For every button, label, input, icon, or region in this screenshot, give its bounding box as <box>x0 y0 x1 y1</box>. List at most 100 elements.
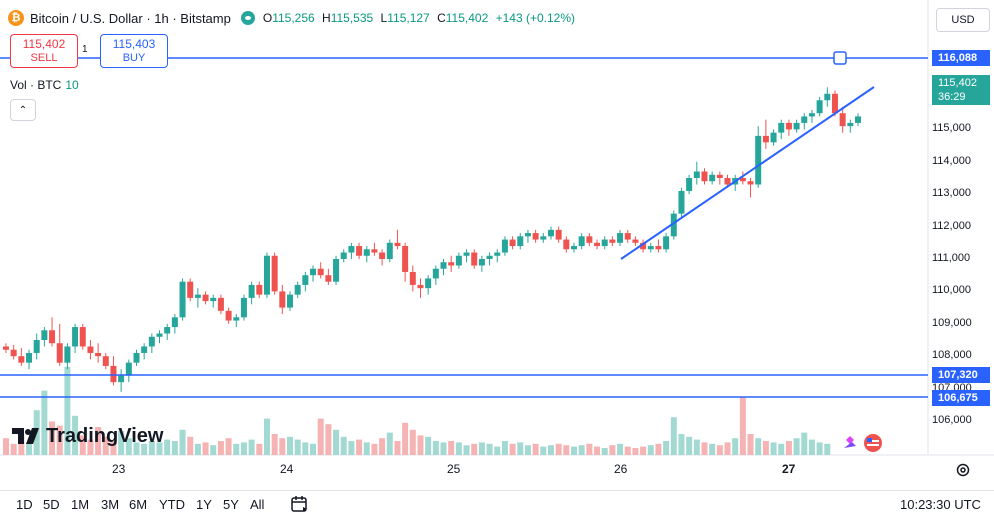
volume-bar <box>356 439 363 455</box>
volume-bar <box>317 418 324 455</box>
spread-value: 1 <box>82 44 88 55</box>
candle-body <box>371 249 378 253</box>
candle-body <box>448 262 455 266</box>
candle-body <box>425 278 432 289</box>
candle-body <box>524 233 531 237</box>
volume-bar <box>594 446 601 455</box>
candle-body <box>263 255 270 295</box>
event-icon[interactable] <box>842 432 884 454</box>
candle-body <box>317 268 324 276</box>
range-button-5y[interactable]: 5Y <box>223 497 239 512</box>
candle-body <box>79 327 86 347</box>
range-button-5d[interactable]: 5D <box>43 497 60 512</box>
gear-icon[interactable] <box>955 462 971 478</box>
volume-bar <box>586 443 593 455</box>
candle-body <box>701 171 708 182</box>
candle-body <box>333 259 340 282</box>
currency-selector[interactable]: USD <box>936 8 990 32</box>
volume-bar <box>3 438 9 455</box>
volume-bar <box>578 445 585 455</box>
volume-bar <box>333 429 340 455</box>
candle-body <box>171 317 178 328</box>
candle-body <box>517 236 524 247</box>
candle-body <box>386 242 393 259</box>
candle-body <box>770 132 777 143</box>
candle-body <box>187 281 194 298</box>
volume-bar <box>440 442 447 455</box>
volume-bar <box>79 435 86 455</box>
volume-bar <box>287 436 293 455</box>
range-button-1m[interactable]: 1M <box>71 497 90 512</box>
candle-body <box>417 284 424 289</box>
price-axis-label: 112,000 <box>932 219 971 232</box>
volume-bar <box>26 442 33 455</box>
candle-body <box>87 346 94 353</box>
volume-bar <box>102 436 109 455</box>
utc-clock[interactable]: 10:23:30 UTC <box>900 497 981 512</box>
candle-body <box>133 352 140 363</box>
candle-body <box>233 317 240 321</box>
volume-bar <box>463 445 470 455</box>
range-button-1y[interactable]: 1Y <box>196 497 212 512</box>
candle-body <box>340 252 347 259</box>
volume-legend: Vol · BTC 10 <box>10 78 79 92</box>
candle-body <box>839 113 846 127</box>
candle-body <box>463 252 470 256</box>
bottom-toolbar <box>0 490 994 522</box>
volume-bar <box>816 442 823 455</box>
time-axis-label: 23 <box>112 462 126 476</box>
candle-body <box>325 275 332 282</box>
candle-body <box>647 246 654 250</box>
volume-bar <box>486 443 493 455</box>
volume-bar <box>202 442 209 455</box>
volume-bar <box>448 441 455 455</box>
volume-bar <box>402 422 409 455</box>
volume-bar <box>171 441 178 455</box>
candle-body <box>640 242 647 250</box>
volume-bar <box>217 441 224 455</box>
buy-button[interactable]: 115,403 BUY <box>100 34 168 68</box>
volume-bar <box>663 441 670 455</box>
volume-bar <box>194 443 201 455</box>
range-button-3m[interactable]: 3M <box>101 497 120 512</box>
candle-body <box>617 233 624 243</box>
volume-bar <box>755 438 762 455</box>
price-chart[interactable] <box>0 0 994 490</box>
volume-bar <box>379 438 386 455</box>
range-button-ytd[interactable]: YTD <box>159 497 185 512</box>
volume-bar <box>801 432 808 455</box>
eye-icon[interactable] <box>240 11 255 25</box>
sell-button[interactable]: 115,402 SELL <box>10 34 78 68</box>
candle-body <box>217 297 224 311</box>
candle-body <box>571 246 577 250</box>
volume-bar <box>617 443 624 455</box>
volume-bar <box>455 442 462 455</box>
volume-bar <box>609 445 616 455</box>
candle-body <box>125 362 132 376</box>
volume-bar <box>95 427 102 455</box>
candle-body <box>225 310 232 321</box>
candle-body <box>3 346 9 350</box>
collapse-icon[interactable]: ⌃ <box>10 99 36 121</box>
candle-body <box>10 349 17 357</box>
range-button-6m[interactable]: 6M <box>129 497 148 512</box>
candle-body <box>716 174 723 178</box>
tradingview-logo[interactable]: TradingView <box>12 424 163 448</box>
volume-bar <box>716 445 723 455</box>
bitcoin-icon[interactable]: ₿ <box>8 10 24 26</box>
range-button-1d[interactable]: 1D <box>16 497 33 512</box>
volume-bar <box>785 441 792 455</box>
candle-body <box>302 275 309 285</box>
volume-bar <box>386 432 393 455</box>
range-button-all[interactable]: All <box>250 497 265 512</box>
volume-bar <box>701 442 708 455</box>
volume-bar <box>471 443 478 455</box>
candle-body <box>95 352 102 357</box>
ohlc-readout: O115,256 H115,535 L115,127 C115,402 +143… <box>262 11 575 25</box>
candle-body <box>202 294 209 302</box>
calendar-icon[interactable] <box>290 495 310 513</box>
symbol-title[interactable]: Bitcoin / U.S. Dollar · 1h · Bitstamp <box>30 10 231 26</box>
volume-bar <box>271 434 278 455</box>
volume-bar <box>425 436 432 455</box>
volume-bar <box>770 442 777 455</box>
